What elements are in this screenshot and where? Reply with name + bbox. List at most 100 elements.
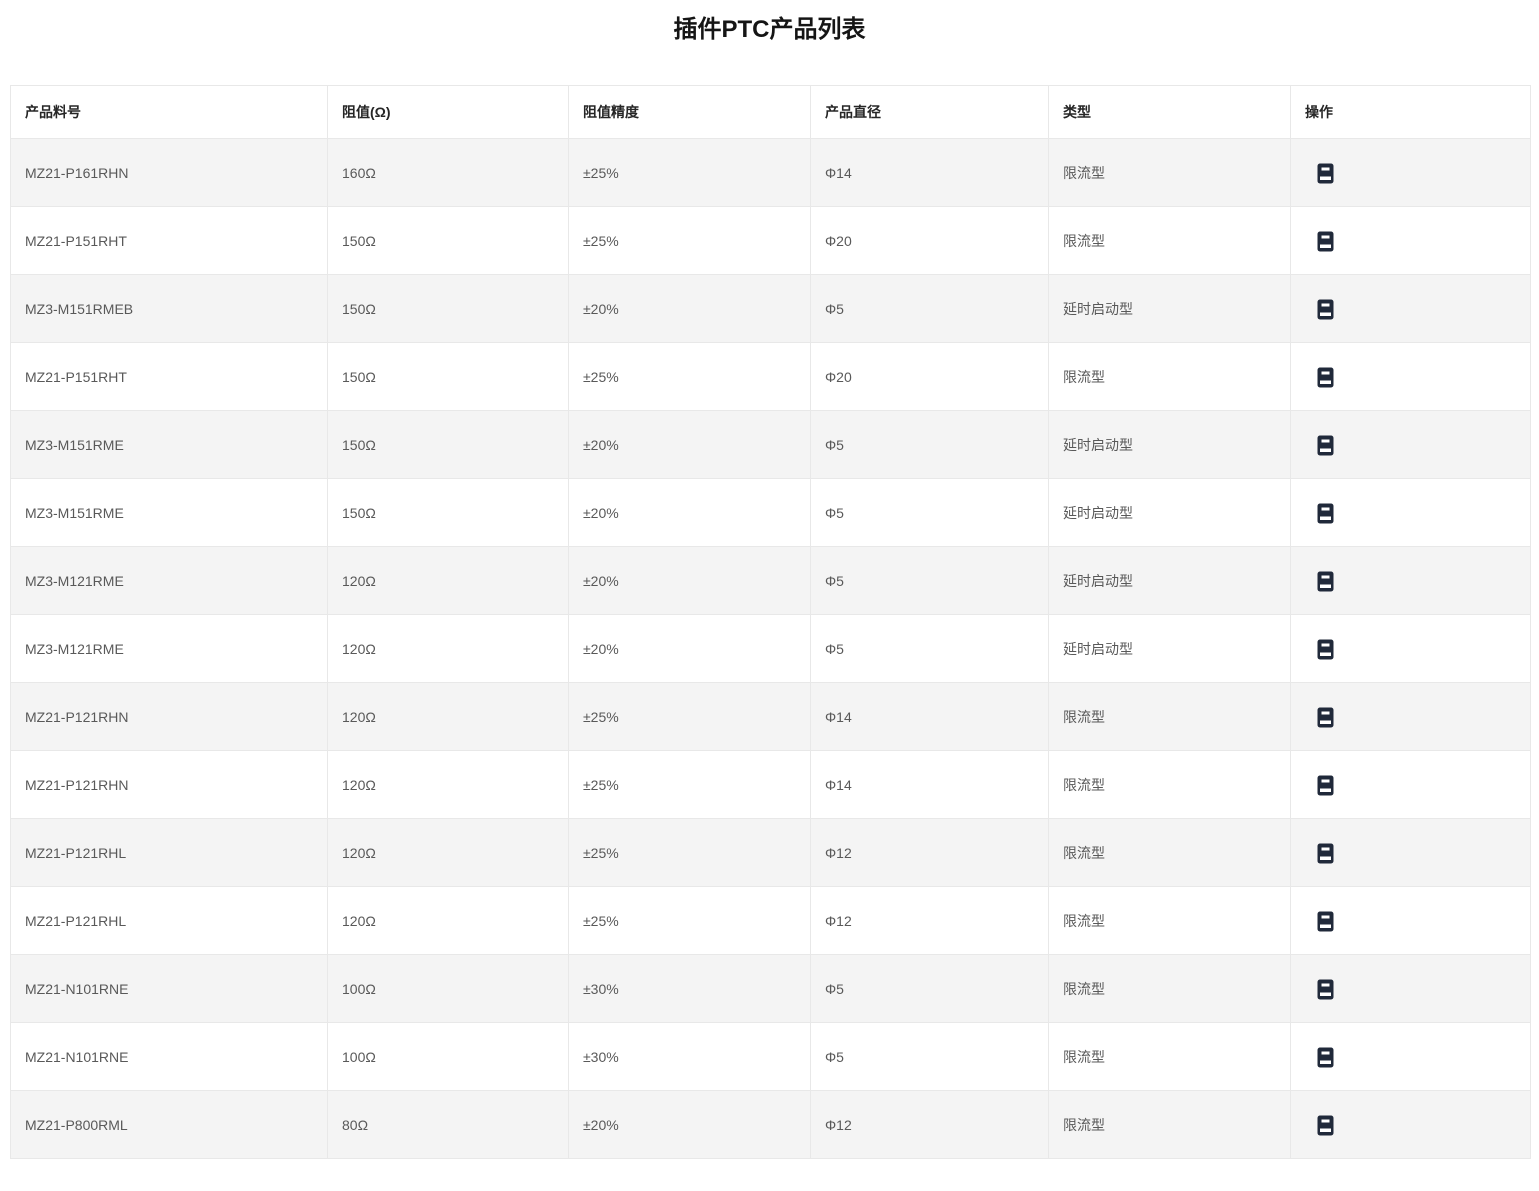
cell-resistance: 120Ω <box>327 886 569 955</box>
cell-part-no: MZ3-M121RME <box>10 546 328 615</box>
view-detail-button[interactable] <box>1317 571 1334 592</box>
column-header-part-no: 产品料号 <box>10 85 328 139</box>
view-detail-button[interactable] <box>1317 503 1334 524</box>
cell-part-no: MZ21-P121RHL <box>10 886 328 955</box>
cell-type: 限流型 <box>1048 342 1291 411</box>
cell-type: 限流型 <box>1048 954 1291 1023</box>
cell-action <box>1290 274 1531 343</box>
cell-action <box>1290 138 1531 207</box>
cell-resistance: 150Ω <box>327 206 569 275</box>
document-icon <box>1317 435 1334 455</box>
table-row: MZ21-P800RML 80Ω ±20% Φ12 限流型 <box>10 1090 1531 1159</box>
cell-resistance: 120Ω <box>327 546 569 615</box>
cell-precision: ±20% <box>568 1090 811 1159</box>
product-table-container: 产品料号 阻值(Ω) 阻值精度 产品直径 类型 操作 MZ21-P161RHN … <box>10 85 1531 1159</box>
table-row: MZ21-N101RNE 100Ω ±30% Φ5 限流型 <box>10 954 1531 1023</box>
view-detail-button[interactable] <box>1317 639 1334 660</box>
column-header-diameter: 产品直径 <box>810 85 1049 139</box>
document-icon <box>1317 639 1334 659</box>
cell-diameter: Φ5 <box>810 274 1049 343</box>
view-detail-button[interactable] <box>1317 367 1334 388</box>
cell-precision: ±25% <box>568 682 811 751</box>
cell-precision: ±25% <box>568 750 811 819</box>
cell-precision: ±30% <box>568 954 811 1023</box>
cell-resistance: 150Ω <box>327 342 569 411</box>
cell-diameter: Φ5 <box>810 478 1049 547</box>
cell-diameter: Φ12 <box>810 886 1049 955</box>
cell-precision: ±20% <box>568 478 811 547</box>
table-header-row: 产品料号 阻值(Ω) 阻值精度 产品直径 类型 操作 <box>10 85 1531 139</box>
cell-diameter: Φ12 <box>810 818 1049 887</box>
view-detail-button[interactable] <box>1317 231 1334 252</box>
cell-action <box>1290 1022 1531 1091</box>
table-row: MZ3-M151RMEB 150Ω ±20% Φ5 延时启动型 <box>10 274 1531 343</box>
cell-precision: ±25% <box>568 818 811 887</box>
document-icon <box>1317 571 1334 591</box>
table-row: MZ21-P151RHT 150Ω ±25% Φ20 限流型 <box>10 342 1531 411</box>
cell-part-no: MZ21-N101RNE <box>10 1022 328 1091</box>
cell-type: 限流型 <box>1048 886 1291 955</box>
table-row: MZ21-P161RHN 160Ω ±25% Φ14 限流型 <box>10 138 1531 207</box>
view-detail-button[interactable] <box>1317 1047 1334 1068</box>
cell-part-no: MZ3-M121RME <box>10 614 328 683</box>
cell-action <box>1290 614 1531 683</box>
view-detail-button[interactable] <box>1317 435 1334 456</box>
cell-diameter: Φ14 <box>810 138 1049 207</box>
cell-action <box>1290 682 1531 751</box>
product-table: 产品料号 阻值(Ω) 阻值精度 产品直径 类型 操作 MZ21-P161RHN … <box>10 85 1531 1159</box>
table-row: MZ3-M151RME 150Ω ±20% Φ5 延时启动型 <box>10 410 1531 479</box>
cell-action <box>1290 954 1531 1023</box>
cell-resistance: 120Ω <box>327 818 569 887</box>
cell-type: 延时启动型 <box>1048 410 1291 479</box>
cell-resistance: 120Ω <box>327 750 569 819</box>
view-detail-button[interactable] <box>1317 707 1334 728</box>
document-icon <box>1317 163 1334 183</box>
cell-part-no: MZ21-P151RHT <box>10 206 328 275</box>
page-title: 插件PTC产品列表 <box>673 16 866 43</box>
cell-type: 限流型 <box>1048 818 1291 887</box>
cell-type: 限流型 <box>1048 682 1291 751</box>
table-row: MZ3-M121RME 120Ω ±20% Φ5 延时启动型 <box>10 546 1531 615</box>
cell-part-no: MZ21-P800RML <box>10 1090 328 1159</box>
view-detail-button[interactable] <box>1317 979 1334 1000</box>
cell-part-no: MZ21-P161RHN <box>10 138 328 207</box>
view-detail-button[interactable] <box>1317 843 1334 864</box>
table-row: MZ3-M151RME 150Ω ±20% Φ5 延时启动型 <box>10 478 1531 547</box>
cell-resistance: 120Ω <box>327 614 569 683</box>
column-header-action: 操作 <box>1290 85 1531 139</box>
cell-action <box>1290 410 1531 479</box>
cell-diameter: Φ5 <box>810 954 1049 1023</box>
table-row: MZ21-N101RNE 100Ω ±30% Φ5 限流型 <box>10 1022 1531 1091</box>
view-detail-button[interactable] <box>1317 299 1334 320</box>
cell-action <box>1290 546 1531 615</box>
cell-diameter: Φ5 <box>810 614 1049 683</box>
document-icon <box>1317 843 1334 863</box>
document-icon <box>1317 1115 1334 1135</box>
view-detail-button[interactable] <box>1317 1115 1334 1136</box>
cell-resistance: 150Ω <box>327 478 569 547</box>
cell-action <box>1290 1090 1531 1159</box>
document-icon <box>1317 231 1334 251</box>
cell-action <box>1290 342 1531 411</box>
document-icon <box>1317 1047 1334 1067</box>
cell-type: 延时启动型 <box>1048 546 1291 615</box>
view-detail-button[interactable] <box>1317 775 1334 796</box>
cell-type: 限流型 <box>1048 1022 1291 1091</box>
cell-precision: ±25% <box>568 342 811 411</box>
cell-diameter: Φ5 <box>810 410 1049 479</box>
cell-action <box>1290 818 1531 887</box>
cell-type: 延时启动型 <box>1048 614 1291 683</box>
cell-action <box>1290 886 1531 955</box>
cell-resistance: 100Ω <box>327 954 569 1023</box>
cell-type: 延时启动型 <box>1048 274 1291 343</box>
cell-part-no: MZ21-P121RHN <box>10 750 328 819</box>
cell-part-no: MZ21-P121RHL <box>10 818 328 887</box>
cell-precision: ±20% <box>568 546 811 615</box>
cell-precision: ±25% <box>568 886 811 955</box>
cell-precision: ±20% <box>568 274 811 343</box>
cell-part-no: MZ21-P121RHN <box>10 682 328 751</box>
cell-diameter: Φ5 <box>810 1022 1049 1091</box>
table-row: MZ21-P151RHT 150Ω ±25% Φ20 限流型 <box>10 206 1531 275</box>
view-detail-button[interactable] <box>1317 163 1334 184</box>
view-detail-button[interactable] <box>1317 911 1334 932</box>
